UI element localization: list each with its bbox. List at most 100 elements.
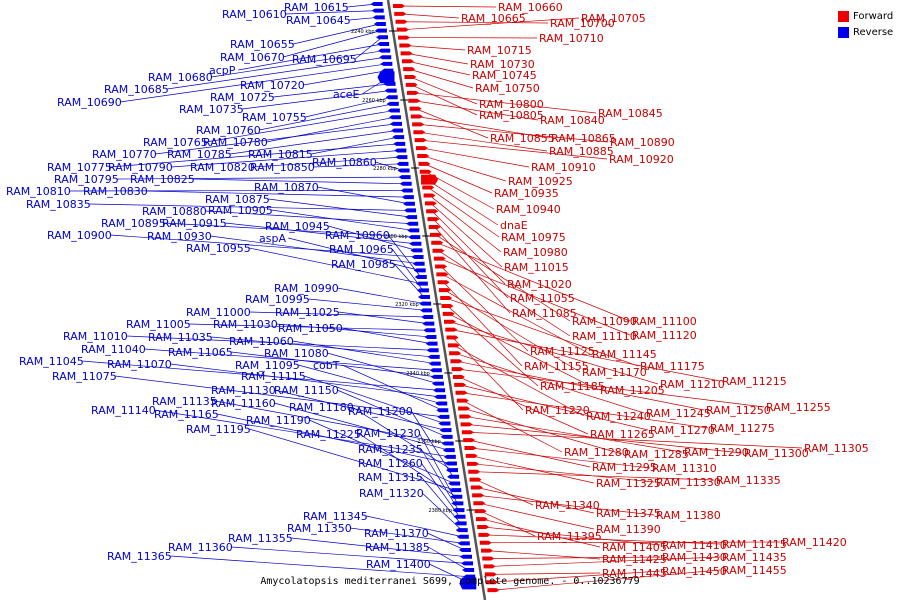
reverse-gene-arrow bbox=[399, 181, 412, 186]
forward-gene-label: RAM_11455 bbox=[722, 564, 787, 577]
forward-leader-line bbox=[457, 368, 765, 408]
reverse-leader-line bbox=[170, 555, 470, 578]
forward-gene-label: RAM_11145 bbox=[592, 348, 657, 361]
forward-leader-line bbox=[480, 510, 536, 537]
reverse-leader-line bbox=[337, 389, 447, 438]
reverse-leader-line bbox=[311, 136, 399, 155]
forward-leader-line bbox=[446, 297, 639, 367]
forward-gene-label: RAM_11280 bbox=[564, 446, 629, 459]
reverse-gene-arrow bbox=[449, 488, 462, 493]
reverse-leader-line bbox=[327, 352, 439, 384]
forward-gene-arrow bbox=[428, 225, 441, 230]
forward-leader-line bbox=[488, 556, 661, 559]
forward-gene-arrow bbox=[394, 11, 407, 16]
reverse-gene-arrow bbox=[422, 321, 435, 326]
forward-leader-line bbox=[493, 569, 721, 591]
forward-gene-arrow bbox=[472, 493, 485, 498]
reverse-gene-arrow bbox=[437, 414, 450, 419]
forward-gene-label: RAM_10980 bbox=[503, 246, 568, 259]
reverse-gene-label: RAM_10735 bbox=[179, 103, 244, 116]
forward-gene-arrow bbox=[417, 153, 430, 158]
forward-leader-line bbox=[405, 45, 466, 51]
reverse-leader-line bbox=[283, 30, 382, 58]
forward-leader-line bbox=[418, 124, 609, 143]
reverse-leader-line bbox=[120, 63, 387, 103]
forward-gene-label: RAM_11015 bbox=[504, 261, 569, 274]
forward-gene-arrow bbox=[465, 453, 478, 458]
reverse-leader-line bbox=[210, 235, 419, 265]
forward-gene-arrow bbox=[427, 217, 440, 222]
forward-leader-line bbox=[474, 471, 715, 481]
forward-leader-line bbox=[434, 226, 511, 314]
forward-gene-label: RAM_10660 bbox=[498, 1, 563, 14]
reverse-gene-arrow bbox=[428, 361, 441, 366]
forward-gene-label: RAM_10730 bbox=[470, 58, 535, 71]
forward-gene-arrow bbox=[418, 161, 431, 166]
forward-leader-line bbox=[414, 100, 539, 121]
reverse-gene-label: RAM_10765 bbox=[143, 136, 208, 149]
reverse-gene-label: RAM_10760 bbox=[196, 124, 261, 137]
reverse-gene-label: RAM_10820 bbox=[190, 161, 255, 174]
forward-gene-arrow bbox=[442, 311, 455, 316]
forward-gene-arrow bbox=[408, 98, 421, 103]
forward-leader-line bbox=[428, 187, 500, 238]
reverse-gene-arrow bbox=[420, 308, 433, 313]
forward-gene-arrow bbox=[410, 114, 423, 119]
reverse-leader-line bbox=[189, 323, 430, 331]
reverse-gene-arrow bbox=[434, 394, 447, 399]
reverse-gene-arrow bbox=[404, 208, 417, 213]
reverse-gene-label: RAM_10965 bbox=[329, 243, 394, 256]
forward-gene-label: RAM_11155 bbox=[524, 360, 589, 373]
forward-leader-line bbox=[467, 431, 803, 449]
reverse-gene-label: RAM_11140 bbox=[91, 404, 156, 417]
forward-leader-line bbox=[470, 447, 651, 469]
forward-leader-line bbox=[442, 274, 591, 355]
forward-gene-label: RAM_11305 bbox=[804, 442, 869, 455]
leader-lines bbox=[69, 3, 803, 591]
reverse-leader-line bbox=[82, 360, 440, 391]
reverse-gene-arrow bbox=[384, 88, 397, 93]
reverse-leader-line bbox=[211, 336, 434, 358]
forward-gene-label: RAM_11250 bbox=[706, 404, 771, 417]
reverse-leader-line bbox=[211, 50, 385, 78]
reverse-gene-arrow bbox=[371, 8, 384, 13]
scale-ticks: 2240 kbp 2260 kbp 2280 kbp 2300 kbp 2320 kbp… bbox=[351, 29, 475, 514]
reverse-leader-line bbox=[354, 37, 383, 60]
reverse-gene-label: RAM_11180 bbox=[289, 401, 354, 414]
reverse-gene-arrow bbox=[394, 148, 407, 153]
reverse-leader-line bbox=[359, 433, 457, 498]
reverse-leader-line bbox=[274, 389, 446, 431]
scale-tick-label: 2360 kbp bbox=[417, 439, 441, 445]
reverse-leader-line bbox=[238, 43, 384, 71]
reverse-leader-line bbox=[305, 96, 392, 118]
forward-leader-line bbox=[463, 408, 623, 455]
reverse-gene-label: RAM_11360 bbox=[168, 541, 233, 554]
reverse-gene-arrow bbox=[406, 221, 419, 226]
forward-gene-arrow bbox=[477, 524, 490, 529]
legend-forward-label: Forward bbox=[853, 10, 894, 22]
reverse-gene-arrow bbox=[423, 328, 436, 333]
forward-gene-arrow bbox=[484, 572, 497, 577]
forward-leader-line bbox=[439, 258, 631, 336]
reverse-gene-arrow bbox=[456, 534, 469, 539]
reverse-gene-label: RAM_10770 bbox=[92, 148, 157, 161]
reverse-gene-arrow bbox=[454, 521, 467, 526]
reverse-gene-label: RAM_11230 bbox=[356, 427, 421, 440]
forward-leader-line bbox=[476, 487, 595, 514]
forward-leader-line bbox=[453, 345, 585, 417]
reverse-gene-arrow bbox=[447, 474, 460, 479]
reverse-leader-line bbox=[303, 70, 388, 86]
reverse-gene-label: RAM_10790 bbox=[108, 161, 173, 174]
forward-gene-label: RAM_11120 bbox=[632, 329, 697, 342]
reverse-gene-arrow bbox=[452, 508, 465, 513]
forward-gene-label: RAM_11290 bbox=[684, 446, 749, 459]
reverse-leader-line bbox=[268, 198, 412, 218]
reverse-gene-label: RAM_10810 bbox=[6, 185, 71, 198]
reverse-gene-arrow bbox=[409, 241, 422, 246]
forward-gene-label: RAM_11175 bbox=[640, 360, 705, 373]
scale-tick-label: 2240 kbp bbox=[351, 29, 375, 35]
forward-gene-label: RAM_11215 bbox=[722, 375, 787, 388]
forward-leader-line bbox=[492, 570, 661, 583]
reverse-leader-line bbox=[421, 492, 462, 531]
reverse-leader-line bbox=[217, 413, 452, 464]
